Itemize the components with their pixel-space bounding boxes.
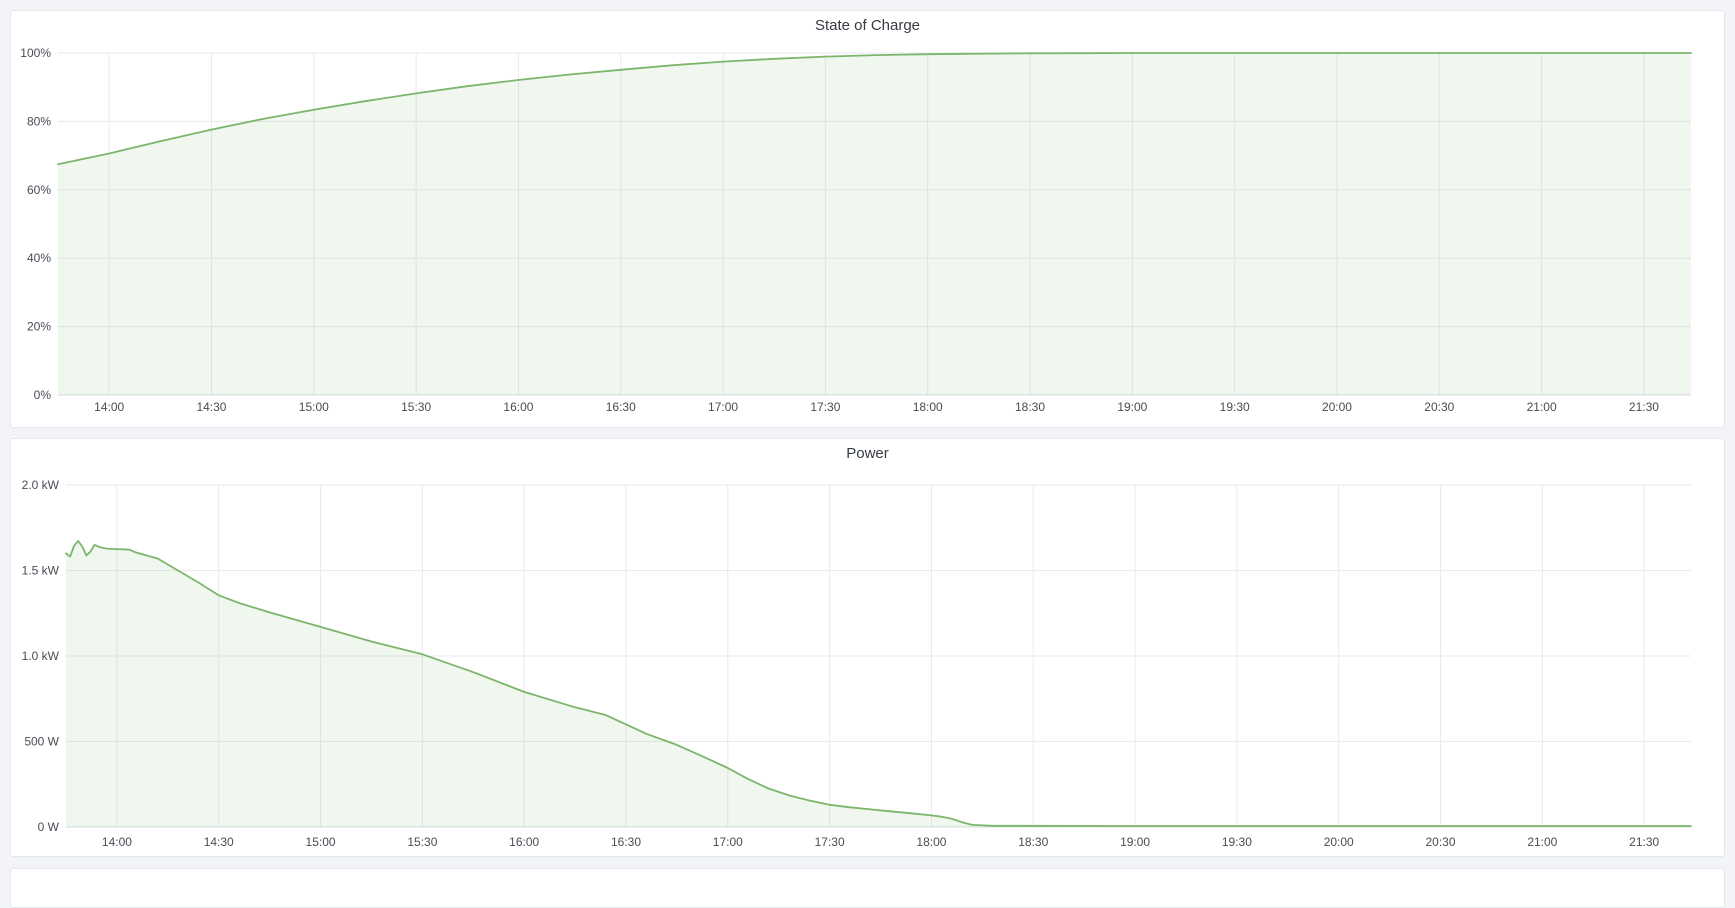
y-axis-tick-label: 500 W [24, 735, 59, 749]
x-axis-tick-label: 20:30 [1426, 835, 1456, 849]
x-axis-tick-label: 21:30 [1629, 400, 1659, 414]
x-axis-tick-label: 19:00 [1117, 400, 1147, 414]
x-axis-tick-label: 15:30 [407, 835, 437, 849]
x-axis-tick-label: 19:30 [1220, 400, 1250, 414]
x-axis-tick-label: 17:30 [815, 835, 845, 849]
panel-title-power[interactable]: Power [846, 445, 889, 462]
series-area-fill [66, 540, 1691, 827]
x-axis-tick-label: 19:00 [1120, 835, 1150, 849]
y-axis-tick-label: 40% [27, 251, 51, 265]
y-axis-tick-label: 0% [34, 388, 52, 402]
series-line [65, 540, 1692, 827]
x-axis-tick-label: 17:30 [810, 400, 840, 414]
y-axis-tick-label: 2.0 kW [22, 478, 60, 492]
panel-state-of-charge: State of Charge 14:00 14:30 15:00 15:30 16:0… [10, 10, 1725, 428]
series-area-fill [58, 53, 1691, 395]
x-axis-tick-label: 20:00 [1322, 400, 1352, 414]
y-axis-tick-label: 0 W [38, 820, 60, 834]
x-axis-tick-label: 18:00 [916, 835, 946, 849]
x-axis-tick-label: 16:00 [503, 400, 533, 414]
y-axis-tick-label: 80% [27, 114, 51, 128]
x-axis-tick-label: 14:00 [102, 835, 132, 849]
x-axis-tick-label: 18:00 [913, 400, 943, 414]
y-axis-tick-label: 1.0 kW [22, 649, 60, 663]
power-chart[interactable]: 14:00 14:30 15:00 15:30 16:00 16:30 17:00 17:30… [11, 439, 1724, 856]
x-axis-tick-label: 20:00 [1324, 835, 1354, 849]
x-axis-tick-label: 18:30 [1015, 400, 1045, 414]
x-axis-tick-label: 17:00 [713, 835, 743, 849]
x-axis-tick-label: 17:00 [708, 400, 738, 414]
panel-partial-bottom [10, 868, 1725, 908]
x-axis-tick-label: 14:30 [204, 835, 234, 849]
x-axis-tick-label: 16:30 [611, 835, 641, 849]
x-axis-tick-label: 15:00 [306, 835, 336, 849]
x-axis-tick-label: 18:30 [1018, 835, 1048, 849]
x-axis-tick-label: 16:30 [606, 400, 636, 414]
x-axis-tick-label: 14:00 [94, 400, 124, 414]
x-axis-tick-label: 21:00 [1527, 835, 1557, 849]
series-line [57, 52, 1692, 166]
y-axis-tick-label: 20% [27, 320, 51, 334]
x-axis-tick-label: 15:00 [299, 400, 329, 414]
x-axis-tick-label: 21:00 [1527, 400, 1557, 414]
panel-power: Power 14:00 14:30 15:00 15:30 16:00 16:30 17:0… [10, 438, 1725, 857]
x-axis-tick-label: 21:30 [1629, 835, 1659, 849]
y-axis-tick-label: 100% [20, 46, 51, 60]
state-of-charge-chart[interactable]: 14:00 14:30 15:00 15:30 16:00 16:30 17:00 17:30… [11, 11, 1724, 427]
y-axis-tick-label: 60% [27, 183, 51, 197]
panel-title-state-of-charge[interactable]: State of Charge [814, 17, 921, 34]
x-axis-tick-label: 15:30 [401, 400, 431, 414]
y-axis-tick-label: 1.5 kW [22, 564, 60, 578]
x-axis-tick-label: 19:30 [1222, 835, 1252, 849]
x-axis-tick-label: 16:00 [509, 835, 539, 849]
x-axis-tick-label: 14:30 [196, 400, 226, 414]
x-axis-tick-label: 20:30 [1424, 400, 1454, 414]
